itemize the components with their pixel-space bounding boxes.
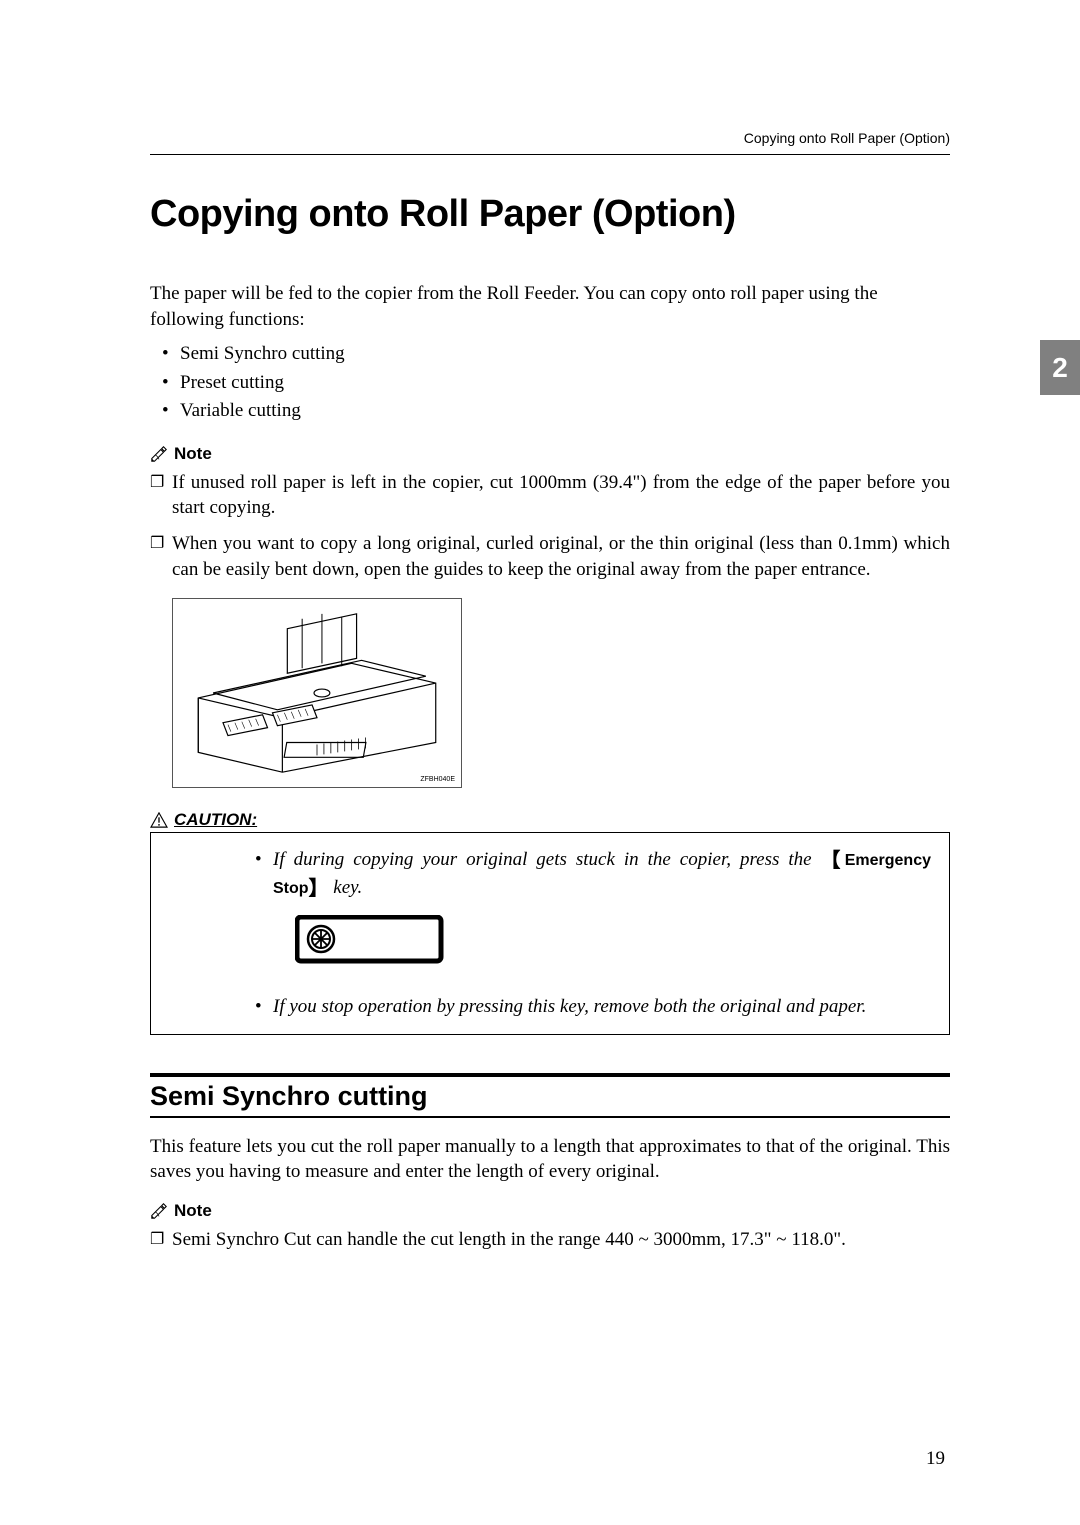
bracket-close: 】: [309, 878, 329, 900]
note-list-2: Semi Synchro Cut can handle the cut leng…: [150, 1227, 950, 1253]
caution-text-pre: If during copying your original gets stu…: [273, 849, 821, 870]
chapter-tab: 2: [1040, 340, 1080, 395]
section2-body: This feature lets you cut the roll paper…: [150, 1134, 950, 1185]
note-item: When you want to copy a long original, c…: [150, 531, 950, 582]
section-rule-bottom: [150, 1116, 950, 1118]
emergency-stop-key-figure: [295, 915, 931, 978]
list-item: Variable cutting: [150, 397, 950, 426]
note-header: Note: [150, 444, 950, 464]
caution-item: If you stop operation by pressing this k…: [251, 994, 931, 1020]
note-label: Note: [174, 1201, 212, 1221]
note-label: Note: [174, 444, 212, 464]
section-rule-top: [150, 1073, 950, 1077]
running-header: Copying onto Roll Paper (Option): [150, 130, 950, 146]
page-number: 19: [926, 1448, 945, 1470]
intro-paragraph: The paper will be fed to the copier from…: [150, 281, 950, 332]
figure-code: ZFBH040E: [420, 776, 455, 783]
printer-figure: ZFBH040E: [172, 598, 462, 788]
pencil-icon: [150, 445, 168, 463]
caution-item: If during copying your original gets stu…: [251, 847, 931, 978]
note-item: If unused roll paper is left in the copi…: [150, 470, 950, 521]
section-title: Semi Synchro cutting: [150, 1081, 950, 1112]
functions-list: Semi Synchro cutting Preset cutting Vari…: [150, 340, 950, 426]
header-rule: [150, 154, 950, 155]
pencil-icon: [150, 1202, 168, 1220]
note-header-2: Note: [150, 1201, 950, 1221]
caution-label: CAUTION:: [174, 810, 257, 830]
note-list-1: If unused roll paper is left in the copi…: [150, 470, 950, 583]
list-item: Preset cutting: [150, 369, 950, 398]
caution-header: CAUTION:: [150, 810, 950, 830]
page-title: Copying onto Roll Paper (Option): [150, 193, 950, 236]
note-item: Semi Synchro Cut can handle the cut leng…: [150, 1227, 950, 1253]
bracket-open: 【: [821, 850, 845, 872]
printer-illustration: [173, 599, 461, 787]
warning-icon: [150, 812, 168, 828]
list-item: Semi Synchro cutting: [150, 340, 950, 369]
caution-box: If during copying your original gets stu…: [150, 832, 950, 1034]
caution-text-post: key.: [329, 877, 363, 898]
